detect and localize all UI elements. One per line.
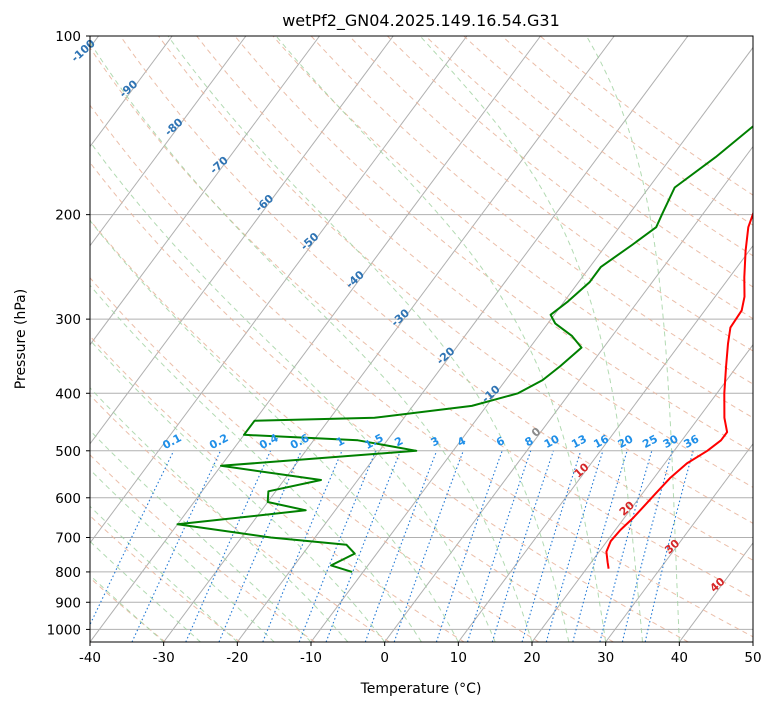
series-lines xyxy=(176,125,753,573)
isotherm-gridline xyxy=(310,46,753,642)
y-tick-label: 400 xyxy=(55,386,81,402)
moist-adiabat xyxy=(275,36,607,642)
moist-adiabat xyxy=(90,387,349,642)
isotherm-gridline xyxy=(90,36,468,544)
mixing-ratio-label: 30 xyxy=(661,432,681,451)
x-tick-label: 0 xyxy=(380,650,389,666)
dry-adiabat xyxy=(90,104,753,638)
isotherm-gridline xyxy=(531,343,753,642)
y-tick-label: 1000 xyxy=(47,622,81,638)
mixing-ratio-label: 20 xyxy=(616,432,636,451)
x-tick-label: -10 xyxy=(300,650,322,666)
mixing-ratio-line xyxy=(435,450,503,642)
x-tick-label: 30 xyxy=(597,650,614,666)
mixing-ratio-line xyxy=(466,450,532,642)
dry-adiabat xyxy=(90,394,390,642)
moist-adiabat xyxy=(90,219,459,642)
isotherm-gridline xyxy=(90,36,320,346)
mixing-ratio-label: 10 xyxy=(542,432,562,451)
y-tick-label: 600 xyxy=(55,491,81,507)
isotherm-gridline xyxy=(605,443,753,642)
y-tick-label: 100 xyxy=(55,29,81,45)
dry-adiabat xyxy=(158,36,753,524)
dry-adiabat xyxy=(90,161,689,642)
y-tick-label: 300 xyxy=(55,312,81,328)
isotherm-gridline xyxy=(90,36,247,247)
mixing-ratio-line xyxy=(545,450,604,642)
mixing-ratio-line xyxy=(599,450,653,642)
y-tick-label: 900 xyxy=(55,595,81,611)
dry-adiabat xyxy=(90,46,753,599)
mixing-ratio-line xyxy=(621,450,673,642)
plot-frame xyxy=(89,35,754,643)
moist-adiabat xyxy=(90,429,312,642)
moist-adiabat xyxy=(586,36,680,642)
x-axis-label: Temperature (°C) xyxy=(360,681,482,697)
dry-adiabat xyxy=(90,277,540,642)
isotherm-gridline xyxy=(163,36,615,642)
moist-adiabat xyxy=(90,574,165,642)
moist-adiabat xyxy=(419,36,643,642)
mixing-ratio-label: 25 xyxy=(640,432,660,451)
dry-adiabat xyxy=(90,219,614,642)
chart-title: wetPf2_GN04.2025.149.16.54.G31 xyxy=(282,11,560,31)
moist-adiabat xyxy=(90,540,201,642)
dry-adiabat xyxy=(310,36,753,385)
y-tick-label: 200 xyxy=(55,208,81,224)
x-axis: -40 -30 -20 -10 0 10 20 30 40 50 xyxy=(79,642,762,666)
isotherm-gridline xyxy=(90,36,394,445)
mixing-ratio-line xyxy=(131,450,221,642)
dry-adiabat xyxy=(90,454,315,642)
x-tick-label: -40 xyxy=(79,650,101,666)
moist-adiabat xyxy=(90,468,275,642)
dry-adiabat xyxy=(348,36,753,352)
dry-adiabat xyxy=(119,36,753,561)
temperature-profile-line xyxy=(605,211,753,569)
x-tick-label: 50 xyxy=(744,650,761,666)
x-tick-label: 40 xyxy=(671,650,688,666)
mixing-ratio-line xyxy=(185,450,272,642)
dry-adiabat xyxy=(90,335,465,642)
moist-adiabat xyxy=(90,141,496,642)
mixing-ratio-line xyxy=(644,450,694,642)
dewpoint-profile-line xyxy=(176,125,753,573)
y-tick-label: 700 xyxy=(55,531,81,547)
dry-adiabat xyxy=(234,36,753,453)
isotherm-gridline xyxy=(90,36,173,148)
background-lines xyxy=(90,36,753,642)
mixing-ratio-line xyxy=(572,450,628,642)
x-tick-label: 10 xyxy=(450,650,467,666)
y-axis: 100 200 300 400 500 600 700 800 900 1000 xyxy=(47,29,90,638)
dry-adiabat xyxy=(463,36,753,257)
dry-adiabat xyxy=(272,36,753,419)
x-tick-label: 20 xyxy=(523,650,540,666)
moist-adiabat xyxy=(90,339,386,642)
mixing-ratio-line xyxy=(218,450,302,642)
mixing-ratio-label: 16 xyxy=(591,432,611,451)
mixing-ratio-line xyxy=(262,450,343,642)
mixing-ratio-line xyxy=(521,450,582,642)
dry-adiabat xyxy=(539,36,753,196)
y-axis-label: Pressure (hPa) xyxy=(13,289,29,389)
x-tick-label: -20 xyxy=(226,650,248,666)
mixing-ratio-line xyxy=(393,450,464,642)
y-tick-label: 500 xyxy=(55,444,81,460)
mixing-ratio-label: 13 xyxy=(569,432,589,451)
dry-adiabat xyxy=(196,36,753,488)
y-tick-label: 800 xyxy=(55,565,81,581)
dry-adiabat xyxy=(501,36,753,226)
mixing-ratio-line xyxy=(491,450,554,642)
isotherm-gridline xyxy=(457,244,753,642)
x-tick-label: -30 xyxy=(153,650,175,666)
mixing-ratio-line xyxy=(90,450,175,626)
mixing-ratio-label: 36 xyxy=(682,432,702,451)
isotherm-gridline xyxy=(384,145,753,642)
moist-adiabat xyxy=(90,41,533,642)
